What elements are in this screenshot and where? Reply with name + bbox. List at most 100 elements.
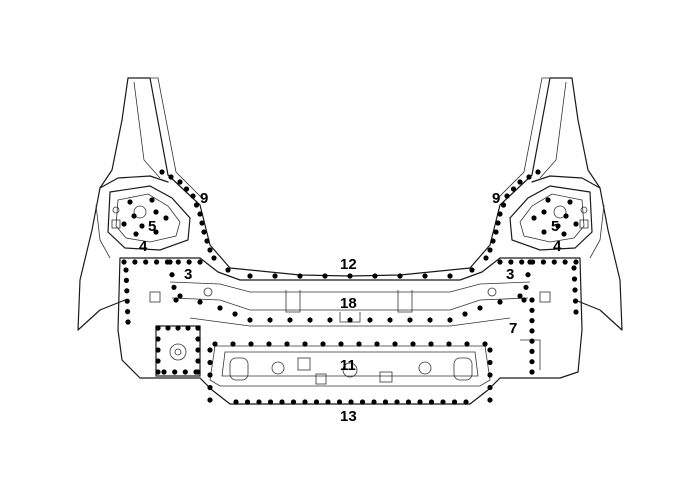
weld-point <box>272 273 278 279</box>
weld-point <box>124 298 130 304</box>
weld-point <box>175 259 181 265</box>
label-3-left: 3 <box>184 266 192 283</box>
weld-point <box>175 325 181 331</box>
weld-point <box>193 369 199 375</box>
weld-point <box>417 399 423 405</box>
weld-point <box>182 369 188 375</box>
weld-point <box>529 297 535 303</box>
weld-point <box>163 215 169 221</box>
label-5-right: 5 <box>551 218 559 235</box>
weld-point <box>244 399 251 405</box>
weld-point <box>348 399 354 405</box>
weld-point <box>123 277 129 283</box>
label-9-right: 9 <box>492 190 500 207</box>
weld-point <box>217 305 223 311</box>
weld-point <box>487 359 493 366</box>
weld-point <box>487 384 493 391</box>
weld-point <box>155 347 161 353</box>
weld-point <box>487 372 493 378</box>
weld-point <box>487 247 493 253</box>
weld-point <box>247 273 253 279</box>
weld-points <box>121 169 579 405</box>
weld-point <box>143 259 149 265</box>
weld-point <box>161 369 167 375</box>
weld-point <box>165 325 171 331</box>
weld-point <box>133 231 139 237</box>
weld-point <box>313 399 320 405</box>
weld-point <box>371 399 377 405</box>
weld-point <box>529 318 535 324</box>
weld-point <box>359 399 366 405</box>
weld-point <box>410 341 416 347</box>
weld-point <box>204 238 210 244</box>
weld-point <box>322 273 328 279</box>
weld-point <box>320 341 326 347</box>
weld-point <box>172 369 178 375</box>
weld-point <box>469 267 475 273</box>
weld-point <box>139 223 145 229</box>
weld-point <box>526 174 532 180</box>
weld-point <box>374 341 380 347</box>
weld-point <box>266 341 272 347</box>
weld-point <box>153 209 159 215</box>
weld-point <box>493 229 499 235</box>
weld-point <box>267 399 274 405</box>
weld-point <box>451 399 458 405</box>
weld-point <box>521 297 527 303</box>
weld-point <box>541 209 547 215</box>
right-pillar <box>349 77 623 331</box>
weld-point <box>197 211 203 217</box>
weld-point <box>325 399 331 405</box>
weld-point <box>500 202 507 208</box>
weld-point <box>195 347 201 353</box>
weld-point <box>336 399 343 405</box>
weld-point <box>197 259 203 265</box>
weld-point <box>387 317 393 323</box>
weld-point <box>563 213 569 219</box>
weld-point <box>207 372 213 378</box>
weld-point <box>201 229 207 235</box>
weld-point <box>232 311 238 317</box>
weld-point <box>508 259 514 265</box>
weld-point <box>155 325 161 331</box>
label-3-right: 3 <box>506 266 514 283</box>
weld-point <box>302 399 308 405</box>
weld-point <box>561 231 567 237</box>
weld-point <box>523 284 529 290</box>
label-5-left: 5 <box>148 218 156 235</box>
weld-point <box>572 298 579 304</box>
label-18: 18 <box>340 295 357 312</box>
weld-point <box>121 259 127 265</box>
weld-point <box>427 317 433 323</box>
weld-point <box>382 399 389 405</box>
weld-point <box>167 259 173 265</box>
weld-point <box>477 305 483 311</box>
weld-point <box>487 347 493 353</box>
weld-point <box>207 247 213 253</box>
weld-point <box>531 215 537 221</box>
weld-point <box>407 317 413 323</box>
weld-point <box>356 341 362 347</box>
weld-point <box>195 336 201 342</box>
weld-point <box>173 297 179 303</box>
weld-point <box>284 341 290 347</box>
weld-point <box>422 273 428 279</box>
weld-point <box>397 273 403 279</box>
weld-point <box>367 317 373 323</box>
weld-point <box>447 273 453 279</box>
weld-point <box>327 317 333 323</box>
weld-point <box>183 186 190 192</box>
weld-point <box>267 317 273 323</box>
weld-point <box>497 259 503 265</box>
weld-point <box>372 273 378 279</box>
label-13: 13 <box>340 408 357 425</box>
weld-point <box>195 325 201 331</box>
weld-point <box>490 238 496 244</box>
weld-point <box>248 341 254 347</box>
weld-point <box>207 384 213 391</box>
weld-point <box>527 259 533 265</box>
weld-point <box>155 336 161 342</box>
weld-point <box>168 174 174 180</box>
weld-point <box>517 179 523 185</box>
